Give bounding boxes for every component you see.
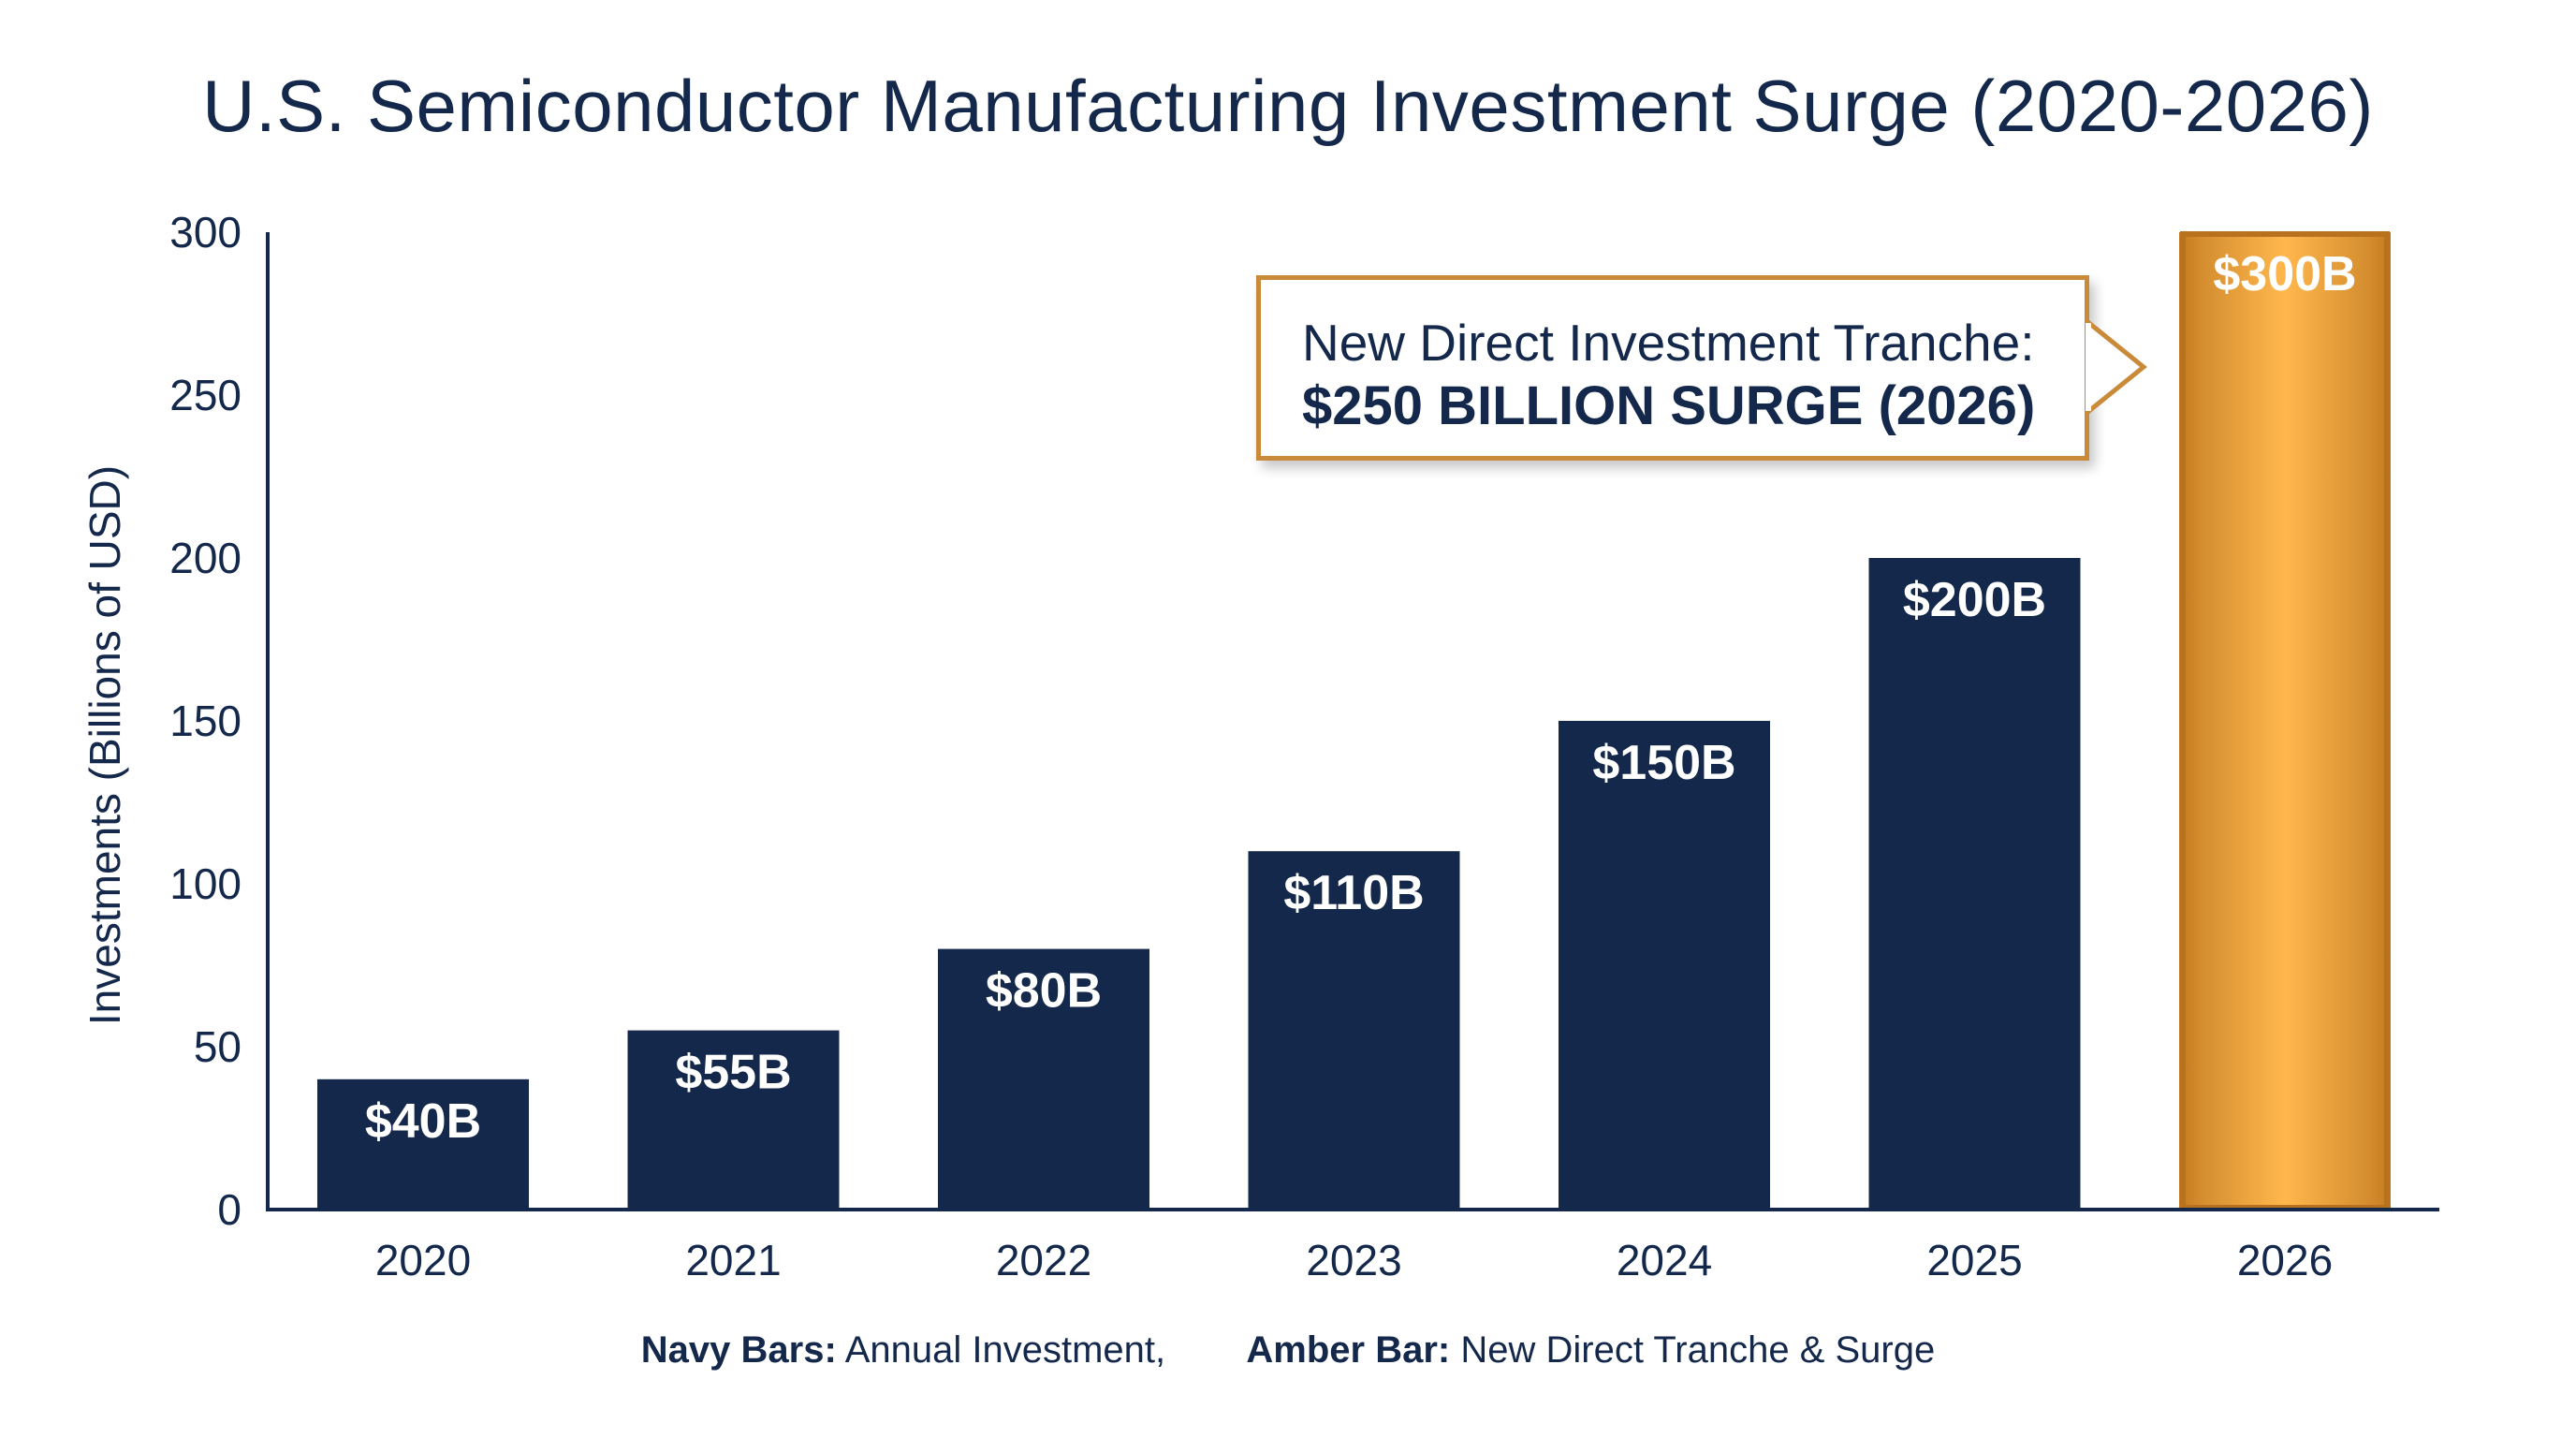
labels-layer: $40B 2020 $55B 2021 $80B 2022 $110B 2023 $150B 20…: [80, 208, 2357, 1284]
y-tick-label-100: 100: [169, 859, 242, 908]
bar-2020: [317, 1078, 529, 1210]
data-label-2024: $150B: [1592, 736, 1735, 790]
data-label-2026: $300B: [2213, 247, 2356, 301]
x-tick-label-2021: 2021: [685, 1236, 781, 1284]
bars-layer: [317, 231, 2391, 1211]
x-tick-label-2022: 2022: [996, 1236, 1091, 1284]
bar-2023: [1248, 851, 1460, 1210]
bar-2024: [1559, 721, 1770, 1210]
y-tick-label-250: 250: [169, 371, 242, 419]
callout-pointer: [2086, 320, 2147, 414]
y-tick-label-200: 200: [169, 534, 242, 582]
y-tick-label-50: 50: [194, 1022, 242, 1071]
annotation-line-1: New Direct Investment Tranche:: [1302, 314, 2035, 372]
annotation-callout: New Direct Investment Tranche: $250 BILL…: [1256, 275, 2089, 461]
data-label-2025: $200B: [1903, 573, 2046, 627]
data-label-2023: $110B: [1283, 866, 1424, 920]
x-tick-label-2024: 2024: [1617, 1236, 1712, 1284]
annotation-line-2: $250 BILLION SURGE (2026): [1302, 375, 2036, 436]
y-axis-label: Investments (Billions of USD): [80, 465, 129, 1025]
x-tick-label-2023: 2023: [1306, 1236, 1401, 1284]
bar-2026: [2179, 232, 2391, 1210]
y-tick-label-150: 150: [169, 697, 242, 745]
y-tick-label-0: 0: [217, 1185, 242, 1234]
x-tick-label-2025: 2025: [1926, 1236, 2022, 1284]
data-label-2020: $40B: [365, 1094, 481, 1149]
data-label-2022: $80B: [986, 964, 1102, 1019]
x-tick-label-2020: 2020: [375, 1236, 471, 1284]
bar-2022: [938, 948, 1149, 1210]
bar-2025: [1868, 558, 2081, 1210]
x-tick-label-2026: 2026: [2237, 1236, 2333, 1284]
legend-key-navy: Navy Bars:: [640, 1329, 837, 1371]
y-tick-label-300: 300: [169, 208, 242, 257]
legend: Navy Bars: Annual Investment, Amber Bar:…: [0, 1329, 2576, 1372]
data-label-2021: $55B: [675, 1046, 791, 1100]
legend-text-amber: New Direct Tranche & Surge: [1460, 1329, 1936, 1371]
legend-text-navy: Annual Investment,: [844, 1329, 1166, 1371]
chart-title: U.S. Semiconductor Manufacturing Investm…: [202, 65, 2374, 147]
axes-layer: [266, 232, 2439, 1211]
bar-2021: [627, 1030, 840, 1210]
legend-key-amber: Amber Bar:: [1246, 1329, 1451, 1371]
